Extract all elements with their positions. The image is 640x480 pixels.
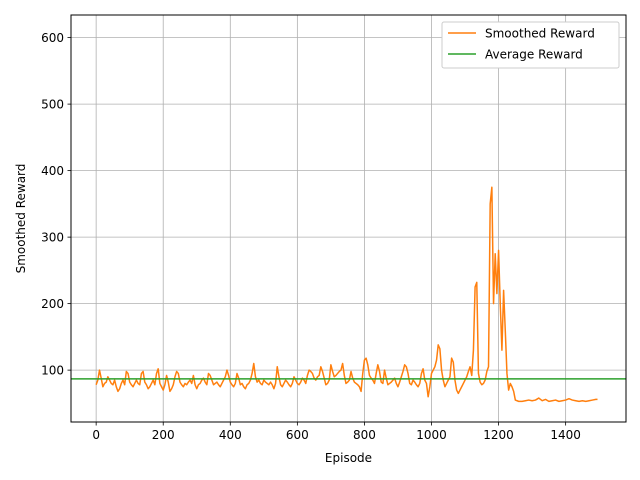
x-tick-label: 400 (219, 428, 242, 442)
grid-lines (71, 15, 626, 422)
plot-frame (70, 14, 627, 423)
y-tick-label: 300 (41, 231, 64, 245)
x-axis-label: Episode (325, 451, 372, 465)
x-tick-label: 1200 (483, 428, 514, 442)
x-tick-label: 0 (92, 428, 100, 442)
y-tick-label: 100 (41, 364, 64, 378)
y-tick-label: 500 (41, 98, 64, 112)
x-tick-label: 1000 (416, 428, 447, 442)
series-layer (71, 186, 626, 403)
axis-ticks: 0 200 400 600 800 1000 1200 1400 100 200 300 400 500… (41, 31, 581, 442)
x-tick-label: 200 (152, 428, 175, 442)
legend-box (441, 21, 620, 69)
x-tick-label: 1400 (550, 428, 581, 442)
legend-label-smoothed-reward: Smoothed Reward (485, 27, 595, 41)
y-tick-label: 600 (41, 31, 64, 45)
plot-area (71, 15, 626, 422)
legend-label-average-reward: Average Reward (485, 48, 583, 62)
smoothed-reward-line (95, 186, 598, 403)
x-tick-label: 600 (286, 428, 309, 442)
legend: Smoothed Reward Average Reward (441, 21, 620, 69)
x-tick-label: 800 (353, 428, 376, 442)
y-tick-label: 200 (41, 297, 64, 311)
y-tick-label: 400 (41, 164, 64, 178)
y-axis-label: Smoothed Reward (14, 164, 28, 274)
